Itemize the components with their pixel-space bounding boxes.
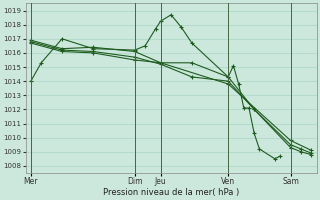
X-axis label: Pression niveau de la mer( hPa ): Pression niveau de la mer( hPa ) xyxy=(103,188,239,197)
